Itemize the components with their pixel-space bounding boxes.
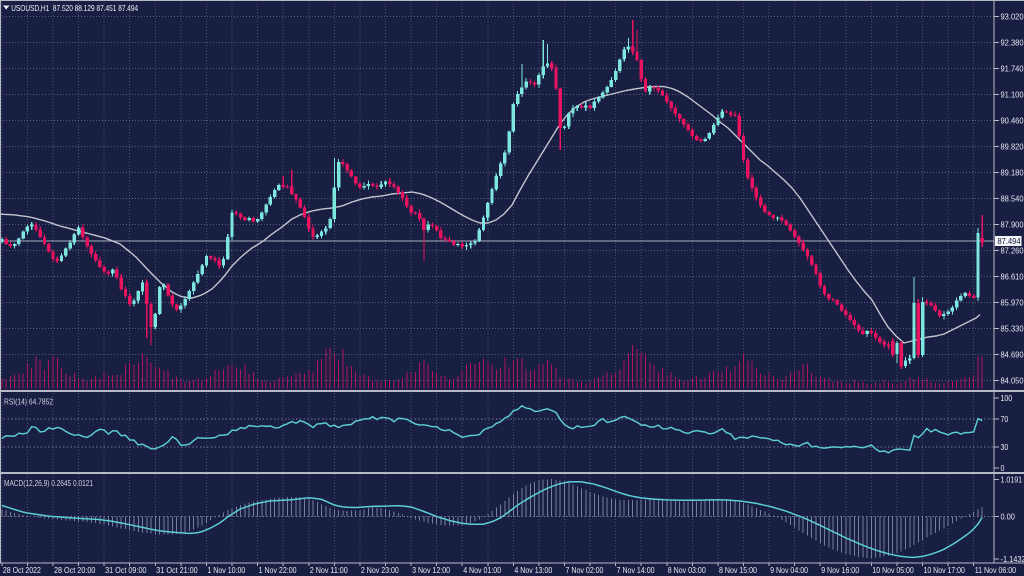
svg-text:28 Oct 2022: 28 Oct 2022 [3, 565, 41, 575]
svg-text:92.380: 92.380 [1001, 38, 1024, 48]
svg-text:93.020: 93.020 [1001, 12, 1024, 22]
svg-text:3 Nov 12:00: 3 Nov 12:00 [412, 565, 450, 575]
svg-text:1.0191: 1.0191 [1001, 475, 1023, 485]
svg-text:88.540: 88.540 [1001, 194, 1024, 204]
svg-text:87.494: 87.494 [998, 236, 1021, 246]
svg-text:USOUSD,H1 87.520 88.129 87.45: USOUSD,H1 87.520 88.129 87.451 87.494 [11, 3, 138, 13]
svg-text:8 Nov 15:00: 8 Nov 15:00 [719, 565, 757, 575]
svg-text:85.970: 85.970 [1001, 298, 1024, 308]
svg-text:31 Oct 21:00: 31 Oct 21:00 [156, 565, 198, 575]
svg-text:7 Nov 14:00: 7 Nov 14:00 [617, 565, 655, 575]
svg-text:87.900: 87.900 [1001, 220, 1024, 230]
svg-text:86.610: 86.610 [1001, 272, 1024, 282]
svg-text:90.460: 90.460 [1001, 116, 1024, 126]
svg-text:91.100: 91.100 [1001, 90, 1024, 100]
svg-text:9 Nov 16:00: 9 Nov 16:00 [821, 565, 859, 575]
svg-text:30: 30 [1001, 442, 1009, 452]
svg-text:70: 70 [1001, 414, 1009, 424]
svg-text:1 Nov 10:00: 1 Nov 10:00 [207, 565, 245, 575]
svg-text:10 Nov 17:00: 10 Nov 17:00 [924, 565, 966, 575]
svg-text:87.260: 87.260 [1001, 246, 1024, 256]
svg-text:RSI(14) 64.7852: RSI(14) 64.7852 [4, 397, 53, 407]
svg-text:31 Oct 09:00: 31 Oct 09:00 [105, 565, 147, 575]
svg-text:2 Nov 11:00: 2 Nov 11:00 [310, 565, 348, 575]
svg-text:8 Nov 03:00: 8 Nov 03:00 [668, 565, 706, 575]
svg-text:91.740: 91.740 [1001, 64, 1024, 74]
svg-text:84.690: 84.690 [1001, 350, 1024, 360]
svg-text:85.330: 85.330 [1001, 324, 1024, 334]
svg-text:9 Nov 04:00: 9 Nov 04:00 [770, 565, 808, 575]
svg-text:28 Oct 20:00: 28 Oct 20:00 [54, 565, 96, 575]
svg-text:-1.1432: -1.1432 [1001, 554, 1024, 564]
svg-text:100: 100 [1001, 393, 1013, 403]
svg-text:0: 0 [1001, 463, 1005, 473]
svg-text:2 Nov 23:00: 2 Nov 23:00 [361, 565, 399, 575]
svg-text:4 Nov 01:00: 4 Nov 01:00 [463, 565, 501, 575]
svg-text:1 Nov 22:00: 1 Nov 22:00 [259, 565, 297, 575]
svg-text:0.00: 0.00 [1001, 511, 1016, 521]
svg-text:84.050: 84.050 [1001, 376, 1024, 386]
svg-text:MACD(12,26,9) 0.2645 0.0121: MACD(12,26,9) 0.2645 0.0121 [4, 478, 93, 488]
svg-text:10 Nov 05:00: 10 Nov 05:00 [872, 565, 914, 575]
svg-text:11 Nov 06:00: 11 Nov 06:00 [975, 565, 1017, 575]
svg-text:7 Nov 02:00: 7 Nov 02:00 [566, 565, 604, 575]
svg-text:89.820: 89.820 [1001, 142, 1024, 152]
svg-text:89.180: 89.180 [1001, 168, 1024, 178]
svg-text:4 Nov 13:00: 4 Nov 13:00 [514, 565, 552, 575]
